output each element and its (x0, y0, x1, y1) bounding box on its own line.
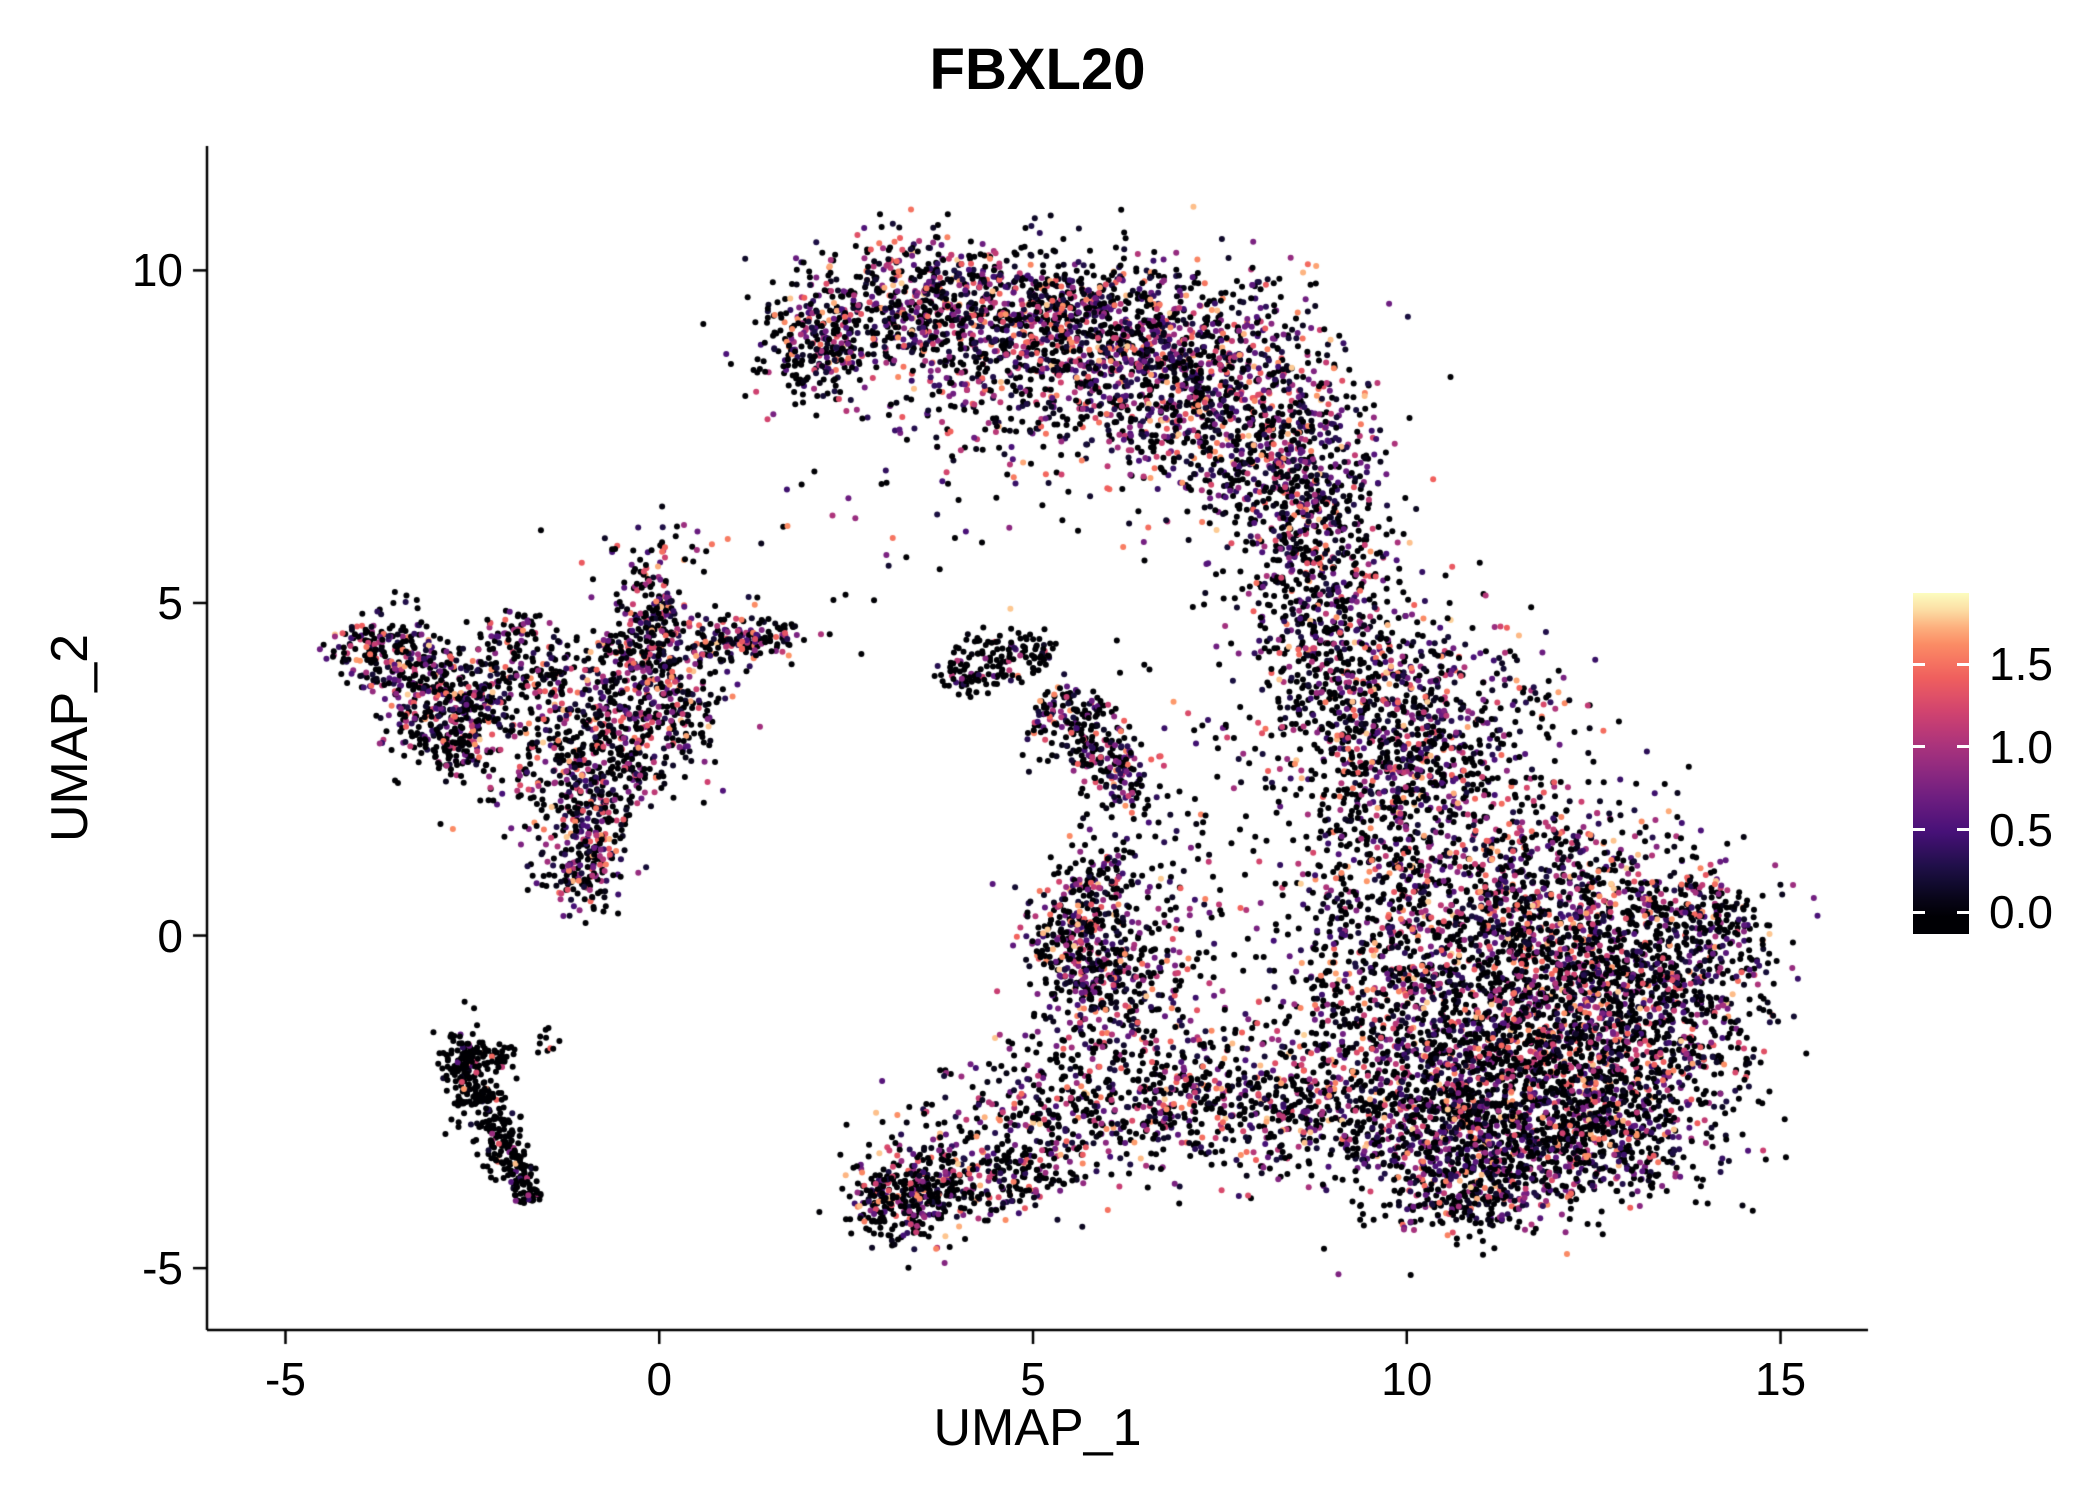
colorbar-tick-left-2 (1913, 745, 1925, 749)
y-axis-label: UMAP_2 (41, 633, 99, 843)
colorbar-tick-right-2 (1957, 745, 1969, 749)
colorbar-label-0: 0.0 (1989, 886, 2053, 939)
colorbar-tick-left-1 (1913, 828, 1925, 832)
x-tick-label-3: 10 (1381, 1353, 1433, 1405)
x-axis-label: UMAP_1 (933, 1399, 1142, 1457)
x-tick-label-0: -5 (265, 1353, 306, 1405)
x-tick-label-1: 0 (646, 1353, 673, 1405)
colorbar-gradient (1913, 593, 1969, 934)
colorbar-tick-right-0 (1957, 910, 1969, 914)
y-tick-label-2: 5 (157, 576, 183, 629)
colorbar-label-2: 1.0 (1989, 720, 2053, 773)
colorbar-label-1: 0.5 (1989, 803, 2053, 856)
x-tick-label-2: 5 (1020, 1353, 1046, 1405)
y-tick-label-3: 10 (131, 244, 183, 297)
colorbar-tick-right-3 (1957, 662, 1969, 666)
y-tick-label-1: 0 (157, 909, 183, 962)
colorbar-tick-left-0 (1913, 910, 1925, 914)
colorbar-tick-right-1 (1957, 828, 1969, 832)
colorbar-tick-left-3 (1913, 662, 1925, 666)
plot-title: FBXL20 (929, 37, 1146, 102)
x-tick-label-4: 15 (1754, 1353, 1807, 1405)
colorbar-label-3: 1.5 (1989, 638, 2053, 691)
y-tick-label-0: -5 (142, 1242, 183, 1295)
